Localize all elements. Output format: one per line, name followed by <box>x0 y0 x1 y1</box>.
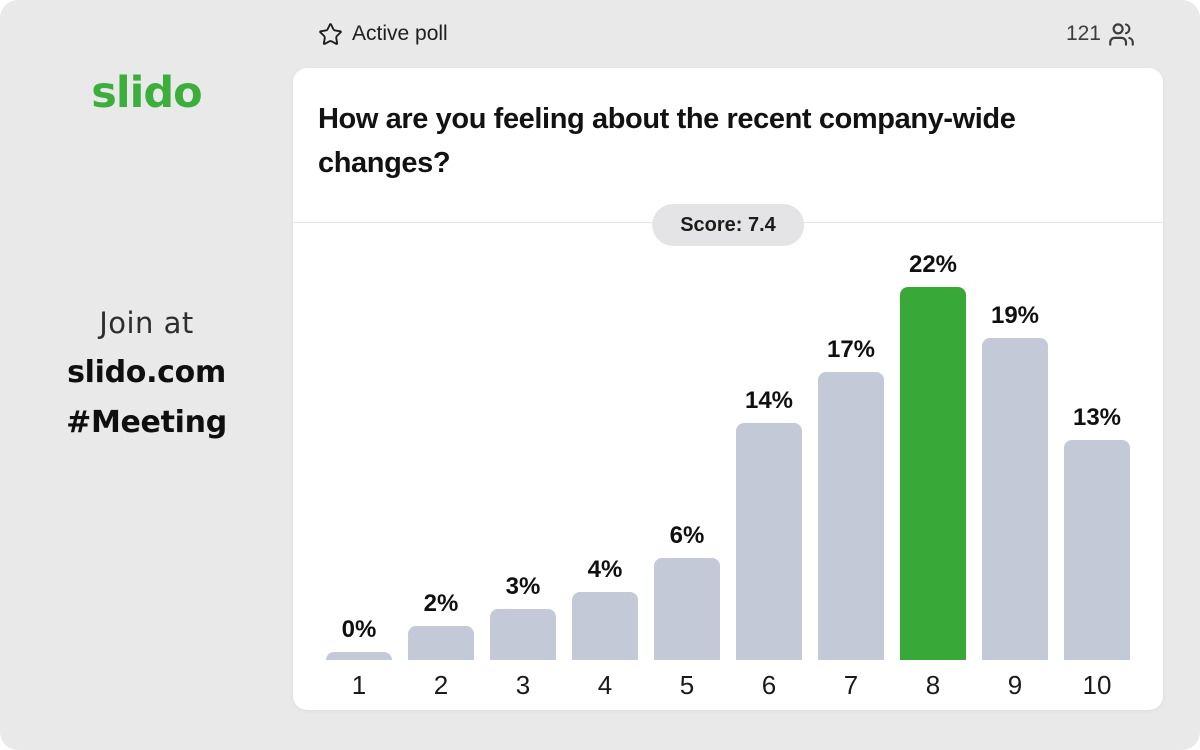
poll-card: How are you feeling about the recent com… <box>293 68 1163 710</box>
x-axis-label: 3 <box>515 669 531 700</box>
participants-count: 121 <box>1065 22 1101 45</box>
bar-value-label: 0% <box>341 616 377 643</box>
x-axis-label: 1 <box>351 669 367 700</box>
bar-column: 13% 10 <box>1064 404 1130 710</box>
event-code: #Meeting <box>66 405 227 440</box>
bar-value-label: 19% <box>990 302 1040 329</box>
bar <box>408 626 474 660</box>
poll-question: How are you feeling about the recent com… <box>318 103 1016 179</box>
users-icon <box>1108 21 1135 48</box>
poll-status-label: Active poll <box>352 22 448 45</box>
x-axis-label: 7 <box>843 669 859 700</box>
sidebar: slido Join at slido.com #Meeting <box>0 0 293 750</box>
bar <box>982 338 1048 660</box>
star-icon <box>318 22 343 47</box>
x-axis-label: 6 <box>761 669 777 700</box>
bar <box>654 558 720 660</box>
topbar: Active poll 121 <box>293 0 1163 68</box>
bar <box>326 652 392 660</box>
participants-counter: 121 <box>1066 21 1135 48</box>
bar-value-label: 13% <box>1072 404 1122 431</box>
bar-column: 0% 1 <box>326 616 392 710</box>
x-axis-label: 2 <box>433 669 449 700</box>
x-axis-label: 9 <box>1007 669 1023 700</box>
bar-value-label: 2% <box>423 590 459 617</box>
bar-value-label: 14% <box>744 387 794 414</box>
join-url: slido.com <box>67 355 226 390</box>
score-badge: Score: 7.4 <box>652 204 804 246</box>
x-axis-label: 4 <box>597 669 613 700</box>
bar-column: 14% 6 <box>736 387 802 710</box>
bar <box>490 609 556 660</box>
join-prompt: Join at <box>99 306 194 340</box>
bar-column: 6% 5 <box>654 522 720 710</box>
bar <box>572 592 638 660</box>
bar-chart: 0% 1 2% 2 3% 3 4% 4 6% 5 14% 6 17% 7 22% 8 19% 9 13% 10 <box>293 230 1163 710</box>
bar-value-label: 3% <box>505 573 541 600</box>
bar-column: 3% 3 <box>490 573 556 710</box>
bar-column: 22% 8 <box>900 251 966 710</box>
bar-value-label: 22% <box>908 251 958 278</box>
bar-column: 19% 9 <box>982 302 1048 710</box>
bar-column: 17% 7 <box>818 336 884 710</box>
join-instructions: Join at slido.com #Meeting <box>0 298 293 448</box>
x-axis-label: 8 <box>925 669 941 700</box>
bar-column: 4% 4 <box>572 556 638 710</box>
bar-highlighted <box>900 287 966 660</box>
poll-status: Active poll <box>318 22 448 47</box>
slido-logo: slido <box>91 68 202 118</box>
bar <box>736 423 802 660</box>
x-axis-label: 10 <box>1082 669 1112 700</box>
bar <box>1064 440 1130 660</box>
bar-value-label: 4% <box>587 556 623 583</box>
x-axis-label: 5 <box>679 669 695 700</box>
bar-value-label: 6% <box>669 522 705 549</box>
bar-value-label: 17% <box>826 336 876 363</box>
bar-column: 2% 2 <box>408 590 474 710</box>
bar <box>818 372 884 660</box>
